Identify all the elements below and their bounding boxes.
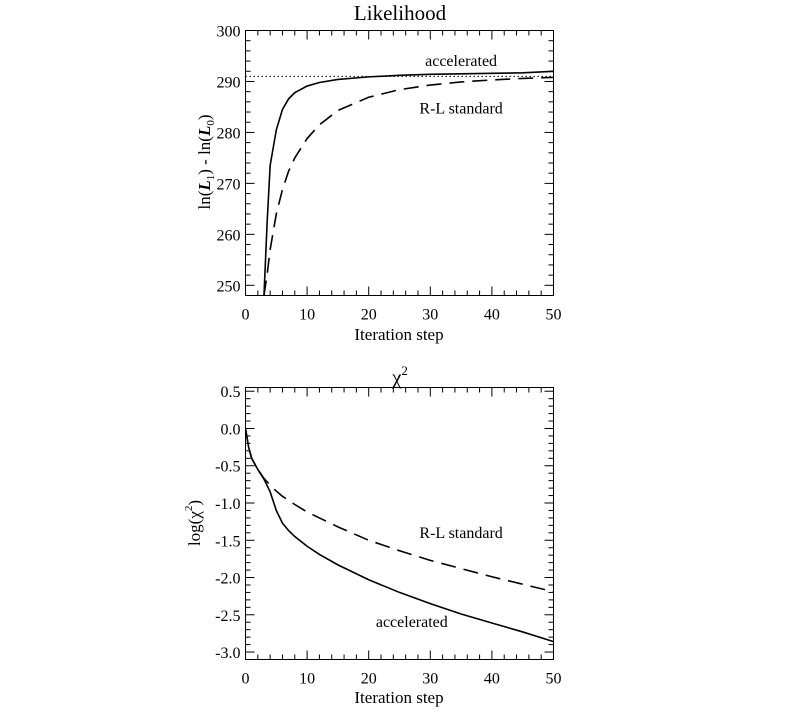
plot-frame: [245, 30, 554, 296]
x-tick-label: 30: [422, 671, 438, 688]
x-axis-title: Iteration step: [354, 325, 443, 344]
plot-frame: [245, 387, 554, 660]
y-axis-title: log(χ2): [183, 500, 204, 546]
y-axis-title: ln(L1) - ln(L0): [195, 114, 217, 209]
series-line-accelerated: [263, 70, 554, 296]
chi-squared-chart: χ2 0 10 20 30 40 50 0.5 0.0 -0.5 -1.0 -1.5 -2.0 -2.5…: [183, 363, 562, 707]
series-line-r-l-standard: [245, 428, 554, 593]
chart-title: Likelihood: [354, 1, 447, 25]
axis-ticks: [245, 30, 554, 296]
y-tick-label: -2.5: [215, 608, 240, 625]
series-layer: [263, 70, 554, 296]
x-tick-label: 10: [299, 307, 315, 324]
y-tick-label: -0.5: [215, 459, 240, 476]
y-tick-label: -1.0: [215, 496, 240, 513]
y-tick-label: -1.5: [215, 533, 240, 550]
axis-ticks: [245, 387, 554, 660]
y-tick-label: 280: [217, 125, 241, 142]
y-tick-label: 270: [217, 176, 241, 193]
x-tick-label: 50: [546, 671, 562, 688]
annotation-accelerated: accelerated: [425, 53, 497, 70]
x-tick-label: 20: [361, 671, 377, 688]
tick-labels: 0 10 20 30 40 50 250 260 270 280 290 300: [217, 24, 562, 324]
annotation-r-l-standard: R-L standard: [419, 100, 502, 117]
x-tick-label: 0: [242, 671, 250, 688]
y-tick-label: 260: [217, 227, 241, 244]
x-axis-title: Iteration step: [354, 688, 443, 707]
x-tick-label: 50: [546, 307, 562, 324]
annotation-r-l-standard: R-L standard: [419, 525, 502, 542]
annotation-accelerated: accelerated: [376, 614, 448, 631]
y-tick-label: 0.0: [221, 421, 241, 438]
x-tick-label: 20: [361, 307, 377, 324]
x-tick-label: 30: [422, 307, 438, 324]
y-tick-label: 0.5: [221, 384, 241, 401]
likelihood-chart: Likelihood 0 10 20 30 40 50 250 260 270 280 290 300…: [195, 1, 562, 344]
annotations: accelerated R-L standard: [419, 53, 502, 117]
tick-labels: 0 10 20 30 40 50 0.5 0.0 -0.5 -1.0 -1.5 -2.0 -2.5 -3.…: [215, 384, 561, 687]
x-tick-label: 10: [299, 671, 315, 688]
series-line-r-l-standard: [263, 76, 554, 296]
y-tick-label: -2.0: [215, 571, 240, 588]
series-layer: [245, 428, 554, 643]
annotations: R-L standard accelerated: [376, 525, 503, 631]
y-tick-label: 250: [217, 278, 241, 295]
x-tick-label: 40: [484, 671, 500, 688]
y-tick-label: 300: [217, 24, 241, 41]
chart-title: χ2: [391, 363, 408, 389]
x-tick-label: 40: [484, 307, 500, 324]
x-tick-label: 0: [242, 307, 250, 324]
series-line-accelerated: [245, 428, 554, 643]
y-tick-label: 290: [217, 74, 241, 91]
y-tick-label: -3.0: [215, 645, 240, 662]
